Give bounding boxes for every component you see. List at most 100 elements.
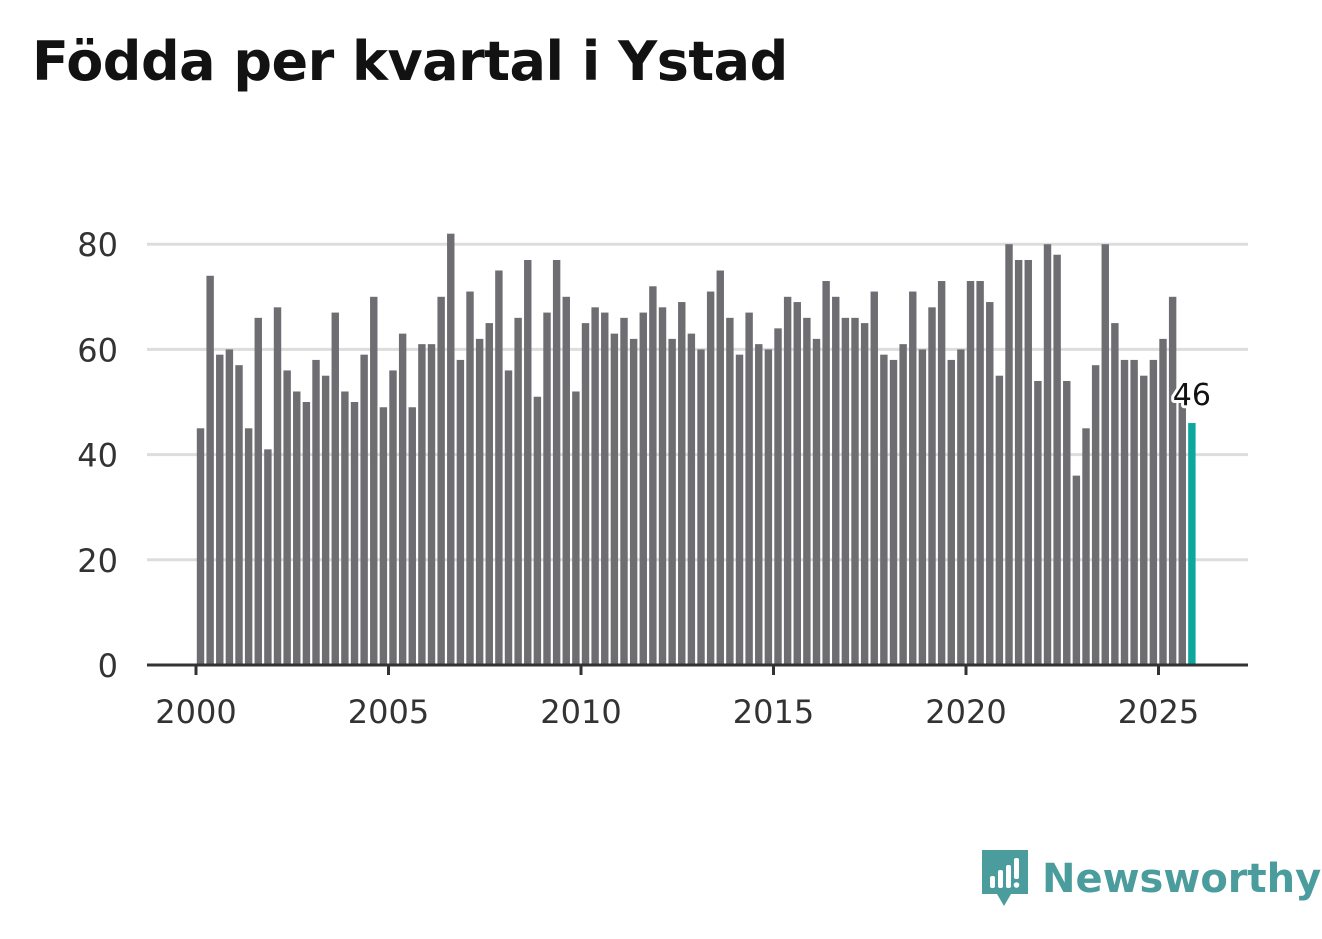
bar-8 [264,449,272,665]
chart-title: Födda per kvartal i Ystad [32,30,788,93]
bar-92 [1072,475,1081,665]
bar-36 [533,396,542,665]
bar-104 [1188,423,1196,665]
bar-57 [735,354,744,665]
bar-11 [293,391,301,665]
bar-98 [1130,359,1138,665]
bar-93 [1082,428,1090,665]
bar-58 [745,312,753,665]
bar-84 [995,375,1004,665]
bar-76 [918,349,927,665]
bar-99 [1140,375,1148,665]
bar-20 [379,407,388,665]
bar-51 [678,302,686,665]
bar-31 [485,323,493,665]
bar-85 [1005,244,1013,665]
bar-38 [552,259,561,665]
bar-1 [196,428,205,665]
bar-3 [216,354,224,665]
bar-103 [1178,402,1186,665]
x-tick-label-2020: 2020 [925,693,1006,731]
bar-35 [524,259,532,665]
bar-41 [581,323,590,665]
tick-labels: 0 20 40 60 80 46 2000 2005 2010 2015 2020 2025 [77,226,1214,731]
bar-7 [254,317,262,665]
bar-64 [803,317,811,665]
bar-37 [543,312,551,665]
bar-90 [1053,254,1061,665]
bar-71 [870,291,878,665]
bar-61 [774,328,782,665]
bar-28 [456,359,465,665]
bar-80 [957,349,965,665]
bar-50 [668,338,676,665]
bar-12 [302,402,311,665]
brand-name: Newsworthy [1042,856,1322,902]
y-tick-label-0: 0 [98,647,118,685]
bar-6 [244,428,253,665]
bar-65 [812,338,821,665]
bar-54 [706,291,715,665]
bar-96 [1111,323,1119,665]
bar-55 [716,270,724,665]
axes [147,663,1248,675]
y-tick-label-40: 40 [77,437,118,475]
bar-45 [620,317,628,665]
bar-24 [418,344,426,665]
bar-21 [389,370,397,665]
bar-9 [273,307,282,665]
bar-26 [437,296,445,665]
bar-17 [350,402,359,665]
bar-62 [783,296,792,665]
bar-79 [947,359,955,665]
bar-42 [591,307,599,665]
bar-101 [1159,338,1167,665]
bar-19 [370,296,378,665]
x-tick-label-2010: 2010 [540,693,621,731]
bar-49 [658,307,667,665]
bar-10 [283,370,291,665]
bars [196,233,1196,665]
bar-2 [206,275,214,665]
bar-44 [610,333,619,665]
y-tick-label-80: 80 [77,226,118,264]
x-tick-label-2005: 2005 [348,693,429,731]
bar-47 [639,312,647,665]
bar-32 [495,270,503,665]
bar-91 [1063,380,1071,665]
bar-18 [360,354,368,665]
bar-68 [841,317,850,665]
bar-75 [909,291,917,665]
bar-74 [899,344,907,665]
bar-27 [447,233,455,665]
bar-78 [937,281,946,665]
bar-81 [966,281,975,665]
bar-73 [889,359,898,665]
bar-77 [928,307,936,665]
newsworthy-brand: Newsworthy [980,848,1321,910]
x-tick-label-2025: 2025 [1118,693,1199,731]
x-tick-label-2000: 2000 [155,693,236,731]
bar-40 [572,391,580,665]
x-tick-label-2015: 2015 [733,693,814,731]
bar-52 [687,333,696,665]
bar-100 [1149,359,1158,665]
bar-29 [466,291,474,665]
bar-53 [697,349,705,665]
bar-25 [427,344,436,665]
bar-83 [986,302,994,665]
bar-86 [1014,259,1023,665]
bar-43 [601,312,609,665]
bar-60 [764,349,773,665]
y-tick-label-60: 60 [77,331,118,369]
bar-70 [860,323,869,665]
y-tick-label-20: 20 [77,542,118,580]
bar-63 [793,302,801,665]
bar-39 [562,296,570,665]
bar-33 [504,370,513,665]
bar-46 [629,338,638,665]
bar-69 [851,317,859,665]
bar-13 [312,359,320,665]
bar-97 [1120,359,1129,665]
